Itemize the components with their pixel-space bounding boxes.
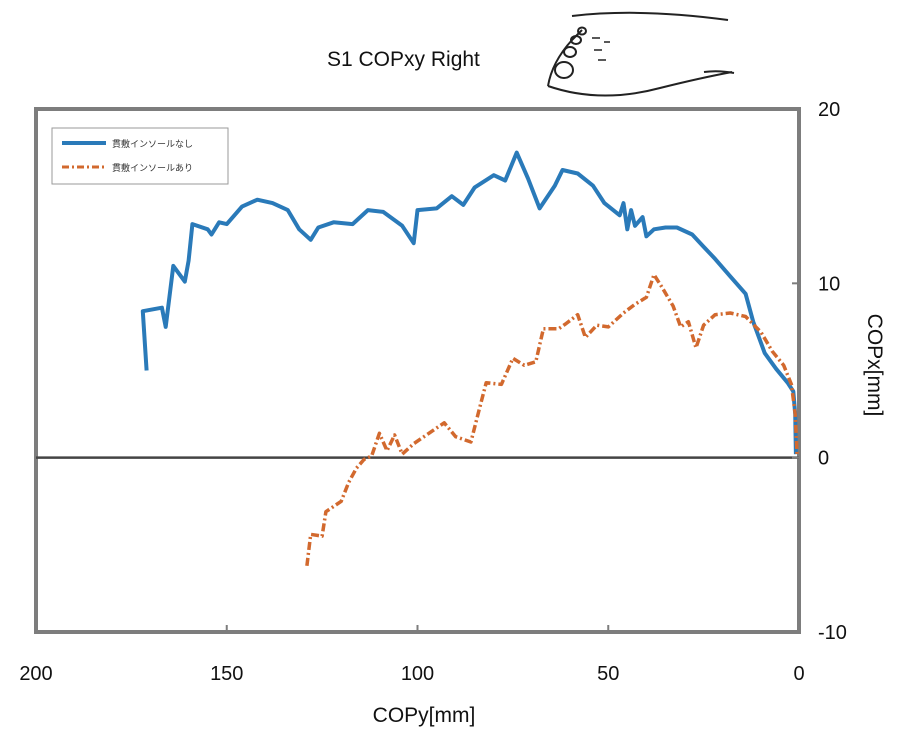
legend-label-no-insole: 貫敷インソールなし bbox=[112, 138, 193, 149]
x-tick-label: 50 bbox=[597, 663, 619, 685]
y-axis-label: COPx[mm] bbox=[863, 314, 886, 417]
x-tick-label: 0 bbox=[793, 663, 804, 685]
series-line-no-insole bbox=[140, 150, 798, 455]
legend: 貫敷インソールなし 貫敷インソールあり bbox=[51, 127, 229, 185]
y-tick-label: 10 bbox=[818, 273, 840, 295]
x-tick-label: 150 bbox=[210, 663, 243, 685]
legend-label-with-insole: 貫敷インソールあり bbox=[112, 162, 193, 173]
chart-title: S1 COPxy Right bbox=[327, 48, 480, 71]
y-tick-label: -10 bbox=[818, 622, 847, 644]
x-tick-label: 200 bbox=[19, 663, 52, 685]
x-tick-label: 100 bbox=[401, 663, 434, 685]
x-axis-label: COPy[mm] bbox=[373, 704, 476, 727]
foot-icon bbox=[547, 11, 735, 97]
legend-box bbox=[51, 127, 229, 185]
series-line-with-insole bbox=[305, 272, 799, 567]
y-tick-label: 0 bbox=[818, 448, 829, 470]
plot-area bbox=[34, 107, 801, 634]
y-tick-label: 20 bbox=[818, 99, 840, 121]
